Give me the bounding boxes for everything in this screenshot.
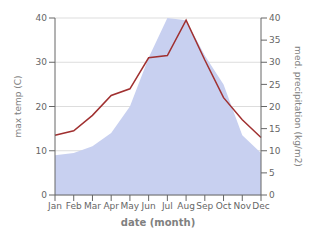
svg-text:40: 40	[269, 13, 281, 23]
svg-text:10: 10	[269, 146, 281, 156]
svg-text:Oct: Oct	[216, 201, 232, 211]
svg-text:Feb: Feb	[66, 201, 82, 211]
svg-text:max temp (C): max temp (C)	[13, 75, 23, 137]
svg-text:Jun: Jun	[141, 201, 156, 211]
svg-text:Jan: Jan	[47, 201, 62, 211]
svg-text:35: 35	[269, 35, 280, 45]
svg-text:20: 20	[36, 102, 48, 112]
svg-text:Apr: Apr	[103, 201, 119, 211]
svg-text:Aug: Aug	[177, 201, 195, 211]
svg-text:0: 0	[41, 190, 47, 200]
svg-text:15: 15	[269, 124, 280, 134]
svg-text:med. precipitation (kg/m2): med. precipitation (kg/m2)	[293, 46, 303, 167]
svg-text:20: 20	[269, 102, 281, 112]
svg-text:40: 40	[36, 13, 48, 23]
svg-text:5: 5	[269, 168, 275, 178]
svg-text:Jul: Jul	[161, 201, 173, 211]
svg-text:date (month): date (month)	[121, 217, 195, 228]
svg-text:25: 25	[269, 80, 280, 90]
svg-text:10: 10	[36, 146, 48, 156]
svg-text:30: 30	[269, 57, 281, 67]
svg-text:Nov: Nov	[233, 201, 251, 211]
svg-text:0: 0	[269, 190, 275, 200]
svg-text:Sep: Sep	[196, 201, 213, 211]
svg-text:Mar: Mar	[84, 201, 101, 211]
svg-text:May: May	[121, 201, 140, 211]
svg-text:Dec: Dec	[252, 201, 269, 211]
svg-text:30: 30	[36, 57, 48, 67]
